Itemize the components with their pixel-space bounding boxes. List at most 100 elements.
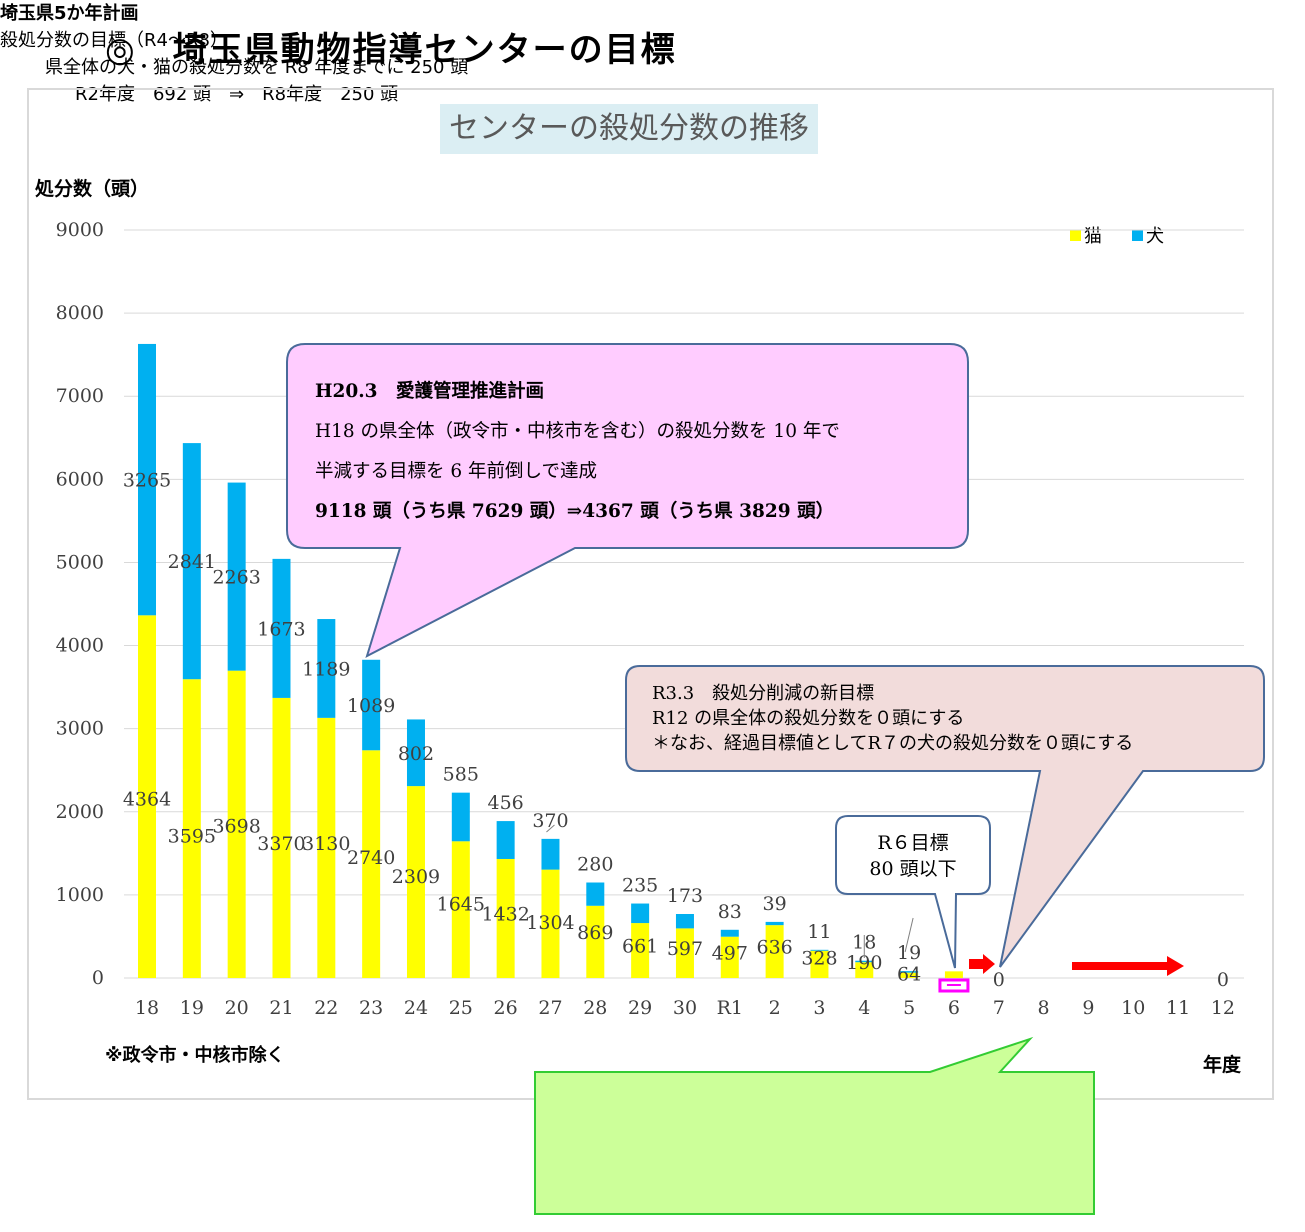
callout-line: ＊なお、経過目標値としてR７の犬の殺処分数を０頭にする xyxy=(652,733,1134,754)
x-tick-label: 30 xyxy=(673,997,697,1019)
callout-line: R12 の県全体の殺処分数を０頭にする xyxy=(652,708,965,729)
callout-line: H18 の県全体（政令市・中核市を含む）の殺処分数を 10 年で xyxy=(315,421,840,442)
data-label-zero: 0 xyxy=(993,969,1005,991)
data-label-cat: 4364 xyxy=(123,789,171,811)
bar-dog xyxy=(586,882,605,906)
x-tick-label: 28 xyxy=(583,997,607,1019)
bar-cat xyxy=(272,697,291,978)
bar-cat xyxy=(138,615,156,978)
callout-five-year-plan xyxy=(534,1036,1095,1215)
leader-line xyxy=(546,824,555,833)
x-tick-label: 20 xyxy=(225,997,249,1019)
y-tick-label: 2000 xyxy=(56,801,104,823)
x-tick-label: 2 xyxy=(769,997,781,1019)
chart-title: センターの殺処分数の推移 xyxy=(440,104,818,154)
note-text: ※政令市・中核市除く xyxy=(105,1045,285,1066)
bar-dog xyxy=(451,792,470,842)
data-label-dog: 83 xyxy=(718,901,742,923)
data-label-cat: 636 xyxy=(756,937,792,959)
bar-dog xyxy=(362,659,381,751)
x-tick-label: R1 xyxy=(717,997,743,1019)
bar-dog xyxy=(496,821,515,859)
x-tick-label: 22 xyxy=(314,997,338,1019)
x-tick-label: 4 xyxy=(858,997,870,1019)
y-tick-label: 7000 xyxy=(56,385,104,407)
y-tick-label: 3000 xyxy=(56,718,104,740)
x-tick-label: 3 xyxy=(813,997,825,1019)
data-label-dog: 802 xyxy=(398,743,434,765)
data-label-cat: 1432 xyxy=(481,903,529,925)
x-tick-label: 19 xyxy=(180,997,204,1019)
x-tick-label: 27 xyxy=(538,997,562,1019)
target-marker-box xyxy=(938,978,970,993)
data-label-dog: 2841 xyxy=(168,551,216,573)
data-label-dog: 11 xyxy=(807,921,831,943)
bar-dog xyxy=(272,558,291,698)
bar-dog xyxy=(675,914,694,929)
x-tick-label: 8 xyxy=(1038,997,1050,1019)
data-label-cat: 3698 xyxy=(212,815,260,837)
data-label-dog: 235 xyxy=(622,875,658,897)
data-label-cat: 2309 xyxy=(392,866,440,888)
callout-line: R６目標 xyxy=(877,832,949,854)
x-tick-label: 7 xyxy=(993,997,1005,1019)
bar-dog xyxy=(227,482,246,671)
bar-dog xyxy=(810,949,829,951)
bar-cat xyxy=(855,962,874,978)
x-tick-label: 18 xyxy=(135,997,159,1019)
y-tick-label: 0 xyxy=(92,967,104,989)
data-label-dog: 39 xyxy=(763,893,787,915)
y-tick-label: 6000 xyxy=(56,468,104,490)
callout-plan-h20-text: H20.3 愛護管理推進計画 H18 の県全体（政令市・中核市を含む）の殺処分数… xyxy=(315,372,840,532)
bar-dog xyxy=(855,960,874,963)
bar-cat xyxy=(586,905,605,978)
legend-cat-label: 猫 xyxy=(1084,226,1102,247)
bar-cat xyxy=(900,972,919,978)
callout-target-r3-text: R3.3 殺処分削減の新目標 R12 の県全体の殺処分数を０頭にする ＊なお、経… xyxy=(652,681,1133,756)
y-tick-label: 5000 xyxy=(56,551,104,573)
x-tick-label: 26 xyxy=(494,997,518,1019)
x-tick-label: 11 xyxy=(1166,997,1190,1019)
callout-line: 9118 頭（うち県 7629 頭）⇒4367 頭（うち県 3829 頭） xyxy=(315,501,835,522)
bar-dog xyxy=(631,903,650,924)
y-tick-label: 8000 xyxy=(56,302,104,324)
callout-line: 半減する目標を 6 年前倒しで達成 xyxy=(315,461,597,482)
data-label-dog: 456 xyxy=(488,792,524,814)
callout-line: 80 頭以下 xyxy=(869,858,957,880)
callout-line: 殺処分数の目標（R4～R8） xyxy=(0,30,228,51)
callout-line: 埼玉県5か年計画 xyxy=(0,3,139,24)
data-label-cat: 328 xyxy=(801,947,837,969)
bar-cat xyxy=(541,869,560,978)
x-tick-label: 9 xyxy=(1082,997,1094,1019)
data-label-cat: 64 xyxy=(897,963,921,985)
x-tick-label: 23 xyxy=(359,997,383,1019)
x-tick-label: 24 xyxy=(404,997,428,1019)
legend-cat: 猫 xyxy=(1070,222,1102,248)
arrow-r9-to-r12 xyxy=(1072,956,1184,976)
page-title: ◎ 埼玉県動物指導センターの目標 xyxy=(105,30,677,70)
y-tick-label: 4000 xyxy=(56,635,104,657)
legend-cat-swatch xyxy=(1070,229,1081,241)
data-label-cat: 597 xyxy=(667,938,703,960)
callout-line: 県全体の犬・猫の殺処分数を R8 年度までに 250 頭 xyxy=(45,57,469,78)
bar-cat xyxy=(810,950,829,978)
bar-dog xyxy=(138,343,156,616)
bar-cat xyxy=(362,750,381,978)
data-label-dog: 280 xyxy=(577,854,613,876)
y-axis-title: 処分数（頭） xyxy=(35,178,150,200)
bar-dog xyxy=(182,443,201,680)
bar-dog xyxy=(720,929,739,937)
bar-cat xyxy=(720,936,739,978)
data-label-cat: 190 xyxy=(846,952,882,974)
bar-cat xyxy=(182,679,201,978)
legend-dog-swatch xyxy=(1132,229,1143,241)
data-label-dog: 19 xyxy=(897,942,921,964)
data-label-cat: 1645 xyxy=(437,894,485,916)
data-label-dog: 585 xyxy=(443,764,479,786)
bar-dog xyxy=(317,619,336,718)
x-tick-label: 25 xyxy=(449,997,473,1019)
legend-dog: 犬 xyxy=(1132,222,1164,248)
bar-dog xyxy=(900,971,919,973)
data-label-cat: 2740 xyxy=(347,847,395,869)
target-bar-r6 xyxy=(944,971,963,978)
